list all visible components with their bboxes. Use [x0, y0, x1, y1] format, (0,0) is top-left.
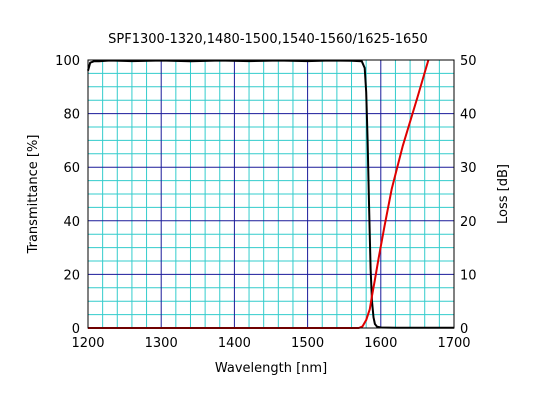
x-axis-label: Wavelength [nm]	[215, 361, 327, 376]
y2-tick-label: 40	[460, 108, 477, 123]
x-tick-label: 1200	[71, 336, 104, 351]
y2-tick-label: 20	[460, 215, 477, 230]
series-group	[87, 59, 454, 329]
y-tick-label: 20	[63, 268, 80, 283]
minor-grid	[88, 60, 454, 328]
y-tick-label: 40	[63, 215, 80, 230]
transmittance-line	[87, 59, 454, 329]
x-tick-labels: 1200 1300 1400 1500 1600 1700	[71, 336, 470, 351]
loss-line	[88, 59, 430, 329]
x-tick-label: 1300	[145, 336, 178, 351]
chart-title: SPF1300-1320,1480-1500,1540-1560/1625-16…	[108, 32, 428, 47]
y-tick-label: 60	[63, 161, 80, 176]
y2-tick-label: 30	[460, 161, 477, 176]
x-tick-label: 1600	[364, 336, 397, 351]
x-tick-label: 1400	[218, 336, 251, 351]
y2-tick-label: 50	[460, 54, 477, 69]
y-tick-label: 100	[55, 54, 80, 69]
plot-frame	[87, 59, 455, 329]
x-tick-label: 1500	[291, 336, 324, 351]
y2-tick-labels: 0 10 20 30 40 50	[460, 54, 477, 337]
y-tick-label: 0	[72, 322, 80, 337]
x-tick-label: 1700	[437, 336, 470, 351]
y2-axis-label: Loss [dB]	[496, 164, 511, 224]
major-grid	[88, 60, 454, 328]
y-tick-labels: 0 20 40 60 80 100	[55, 54, 80, 337]
y2-tick-label: 0	[460, 322, 468, 337]
y-tick-label: 80	[63, 108, 80, 123]
y-axis-label: Transmittance [%]	[26, 135, 41, 255]
y2-tick-label: 10	[460, 268, 477, 283]
